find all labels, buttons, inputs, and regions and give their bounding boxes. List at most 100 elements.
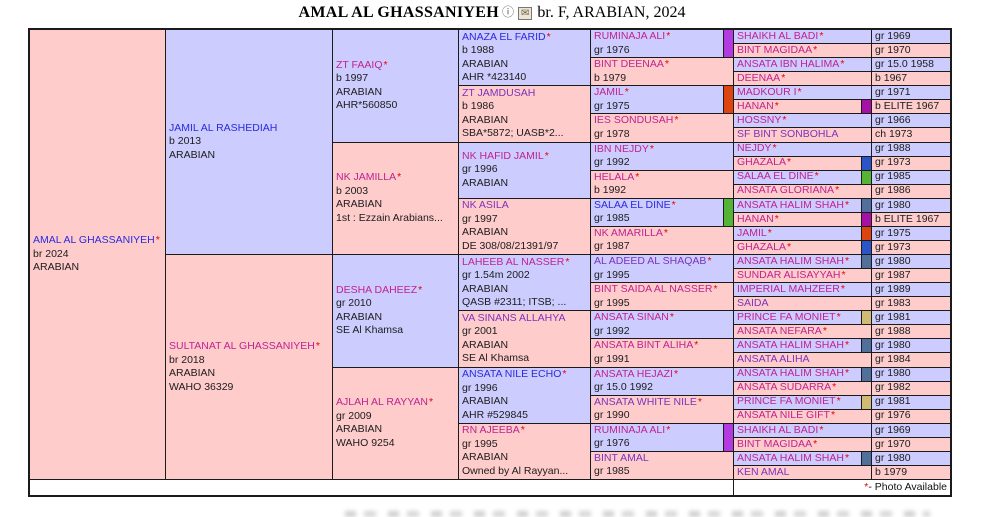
horse-link[interactable]: ANSATA SINAN	[594, 311, 669, 324]
info-icon[interactable]: ⓘ	[501, 5, 514, 19]
horse-link[interactable]: AJLAH AL RAYYAN	[336, 396, 429, 409]
horse-detail: SBA*5872; UASB*2...	[462, 127, 564, 140]
horse-link[interactable]: SALAA EL DINE	[737, 170, 814, 183]
horse-detail: gr 1992	[594, 324, 630, 337]
photo-available-star: *	[418, 283, 423, 296]
horse-detail: br 2024	[33, 247, 69, 260]
horse-detail: ARABIAN	[169, 148, 216, 161]
horse-link[interactable]: ANSATA BINT ALIHA	[594, 339, 694, 352]
horse-link[interactable]: IBN NEJDY	[594, 142, 649, 155]
horse-link[interactable]: RUMINAJA ALI	[594, 30, 666, 43]
year-cell: gr 1989	[872, 283, 950, 297]
pedigree-cell: RUMINAJA ALI* gr 1976	[591, 423, 733, 451]
horse-link[interactable]: SF BINT SONBOHLA	[737, 128, 839, 141]
year-cell: gr 1986	[872, 184, 950, 198]
horse-link[interactable]: BINT AMAL	[594, 451, 649, 464]
horse-link[interactable]: BINT SAIDA AL NASSER	[594, 283, 713, 296]
horse-detail: AHR*560850	[336, 99, 398, 112]
pedigree-cell: IBN NEJDY* gr 1992	[591, 142, 733, 170]
horse-link[interactable]: GHAZALA	[737, 240, 787, 253]
horse-detail: gr 1.54m 2002	[462, 269, 530, 282]
horse-link[interactable]: IES SONDUSAH	[594, 114, 674, 127]
horse-link[interactable]: SUNDAR ALISAYYAH	[737, 269, 841, 281]
horse-link[interactable]: AL ADEED AL SHAQAB	[594, 255, 707, 268]
horse-link[interactable]: ANSATA ALIHA	[737, 353, 810, 366]
horse-link[interactable]: BINT MAGIDAA	[737, 437, 813, 450]
horse-link[interactable]: ANSATA HALIM SHAH	[737, 367, 844, 380]
page-header: AMAL AL GHASSANIYEH ⓘ ✉ br. F, ARABIAN, 202…	[0, 3, 984, 22]
horse-link[interactable]: ZT JAMDUSAH	[462, 86, 536, 99]
horse-link[interactable]: HELALA	[594, 170, 635, 183]
pedigree-cell: JAMIL AL RASHEDIAH b 2013 ARABIAN	[166, 30, 332, 254]
horse-link[interactable]: JAMIL	[737, 226, 767, 239]
horse-detail: ARABIAN	[462, 451, 509, 464]
horse-link[interactable]: SHAIKH AL BADI	[737, 423, 819, 436]
year-cell: gr 1980	[872, 451, 950, 465]
mail-icon[interactable]: ✉	[517, 7, 533, 20]
horse-detail: gr 1985	[594, 465, 630, 478]
horse-link[interactable]: ANSATA HALIM SHAH	[737, 339, 844, 352]
horse-link[interactable]: RUMINAJA ALI	[594, 423, 666, 436]
horse-link[interactable]: PRINCE FA MONIET	[737, 311, 836, 324]
photo-available-star: *	[697, 395, 702, 408]
horse-link[interactable]: IMPERIAL MAHZEER	[737, 283, 840, 295]
horse-link[interactable]: NEJDY	[737, 142, 772, 155]
pedigree-cell: SHAIKH AL BADI*	[734, 423, 871, 437]
horse-detail: gr 1995	[594, 296, 630, 309]
horse-link[interactable]: DESHA DAHEEZ	[336, 283, 418, 296]
horse-link[interactable]: BINT DEENAA	[594, 58, 664, 71]
horse-link[interactable]: NK ASILA	[462, 199, 509, 212]
horse-link[interactable]: SAIDA	[737, 297, 769, 309]
horse-link[interactable]: ANSATA HALIM SHAH	[737, 451, 844, 464]
photo-available-star: *	[713, 283, 718, 296]
horse-link[interactable]: KEN AMAL	[737, 465, 790, 478]
horse-link[interactable]: AMAL AL GHASSANIYEH	[33, 234, 155, 247]
pedigree-cell: ANSATA HALIM SHAH*	[734, 367, 871, 381]
horse-detail: b 2013	[169, 135, 202, 148]
horse-link[interactable]: HANAN	[737, 212, 774, 225]
horse-link[interactable]: ANSATA GLORIANA	[737, 184, 835, 197]
horse-link[interactable]: NK HAFID JAMIL	[462, 149, 544, 162]
horse-link[interactable]: JAMIL	[594, 86, 624, 99]
horse-year: gr 1980	[875, 198, 911, 211]
year-cell: gr 1969	[872, 30, 950, 44]
horse-link[interactable]: BINT MAGIDAA	[737, 44, 813, 56]
horse-link[interactable]: HANAN	[737, 100, 774, 113]
horse-link[interactable]: NK JAMILLA	[336, 171, 397, 184]
horse-link[interactable]: ANSATA IBN HALIMA	[737, 58, 840, 70]
horse-link[interactable]: PRINCE FA MONIET	[737, 395, 836, 408]
horse-link[interactable]: ANSATA NEFARA	[737, 325, 822, 338]
horse-link[interactable]: ANSATA SUDARRA	[737, 381, 832, 394]
color-swatch	[723, 86, 733, 114]
horse-link[interactable]: ANSATA NILE GIFT	[737, 409, 830, 422]
photo-available-star: *	[666, 423, 671, 436]
horse-detail: SE Al Khamsa	[462, 352, 530, 365]
horse-link[interactable]: ANSATA NILE ECHO	[462, 368, 562, 381]
horse-link[interactable]: SULTANAT AL GHASSANIYEH	[169, 340, 315, 352]
horse-link[interactable]: RN AJEEBA	[462, 424, 520, 437]
horse-detail: gr 1995	[594, 268, 630, 281]
horse-link[interactable]: GHAZALA	[737, 156, 787, 169]
horse-link[interactable]: ANSATA HALIM SHAH	[737, 198, 844, 211]
pedigree-cell: BINT DEENAA* b 1979	[591, 58, 733, 86]
year-cell: gr 1969	[872, 423, 950, 437]
horse-link[interactable]: ANSATA WHITE NILE	[594, 395, 697, 408]
horse-link[interactable]: ANSATA HEJAZI	[594, 367, 673, 380]
horse-link[interactable]: ZT FAAIQ	[336, 58, 383, 71]
horse-link[interactable]: SHAIKH AL BADI	[737, 30, 819, 42]
horse-link[interactable]: DEENAA	[737, 72, 781, 84]
year-cell: gr 15.0 1958	[872, 58, 950, 72]
horse-detail: ARABIAN	[462, 338, 509, 351]
horse-link[interactable]: VA SINANS ALLAHYA	[462, 311, 566, 324]
horse-link[interactable]: LAHEEB AL NASSER	[462, 255, 565, 268]
horse-link[interactable]: ANAZA EL FARID	[462, 30, 546, 43]
horse-link[interactable]: MADKOUR I	[737, 86, 797, 99]
horse-link[interactable]: JAMIL AL RASHEDIAH	[169, 121, 278, 134]
horse-link[interactable]: SALAA EL DINE	[594, 198, 671, 211]
horse-link[interactable]: NK AMARILLA	[594, 226, 663, 239]
horse-link[interactable]: HOSSNY	[737, 114, 782, 127]
pedigree-cell: BINT SAIDA AL NASSER* gr 1995	[591, 283, 733, 311]
horse-link[interactable]: ANSATA HALIM SHAH	[737, 255, 844, 267]
pedigree-cell: AJLAH AL RAYYAN* gr 2009 ARABIAN WAHO 9254	[333, 367, 458, 479]
horse-year: gr 1982	[875, 381, 911, 394]
